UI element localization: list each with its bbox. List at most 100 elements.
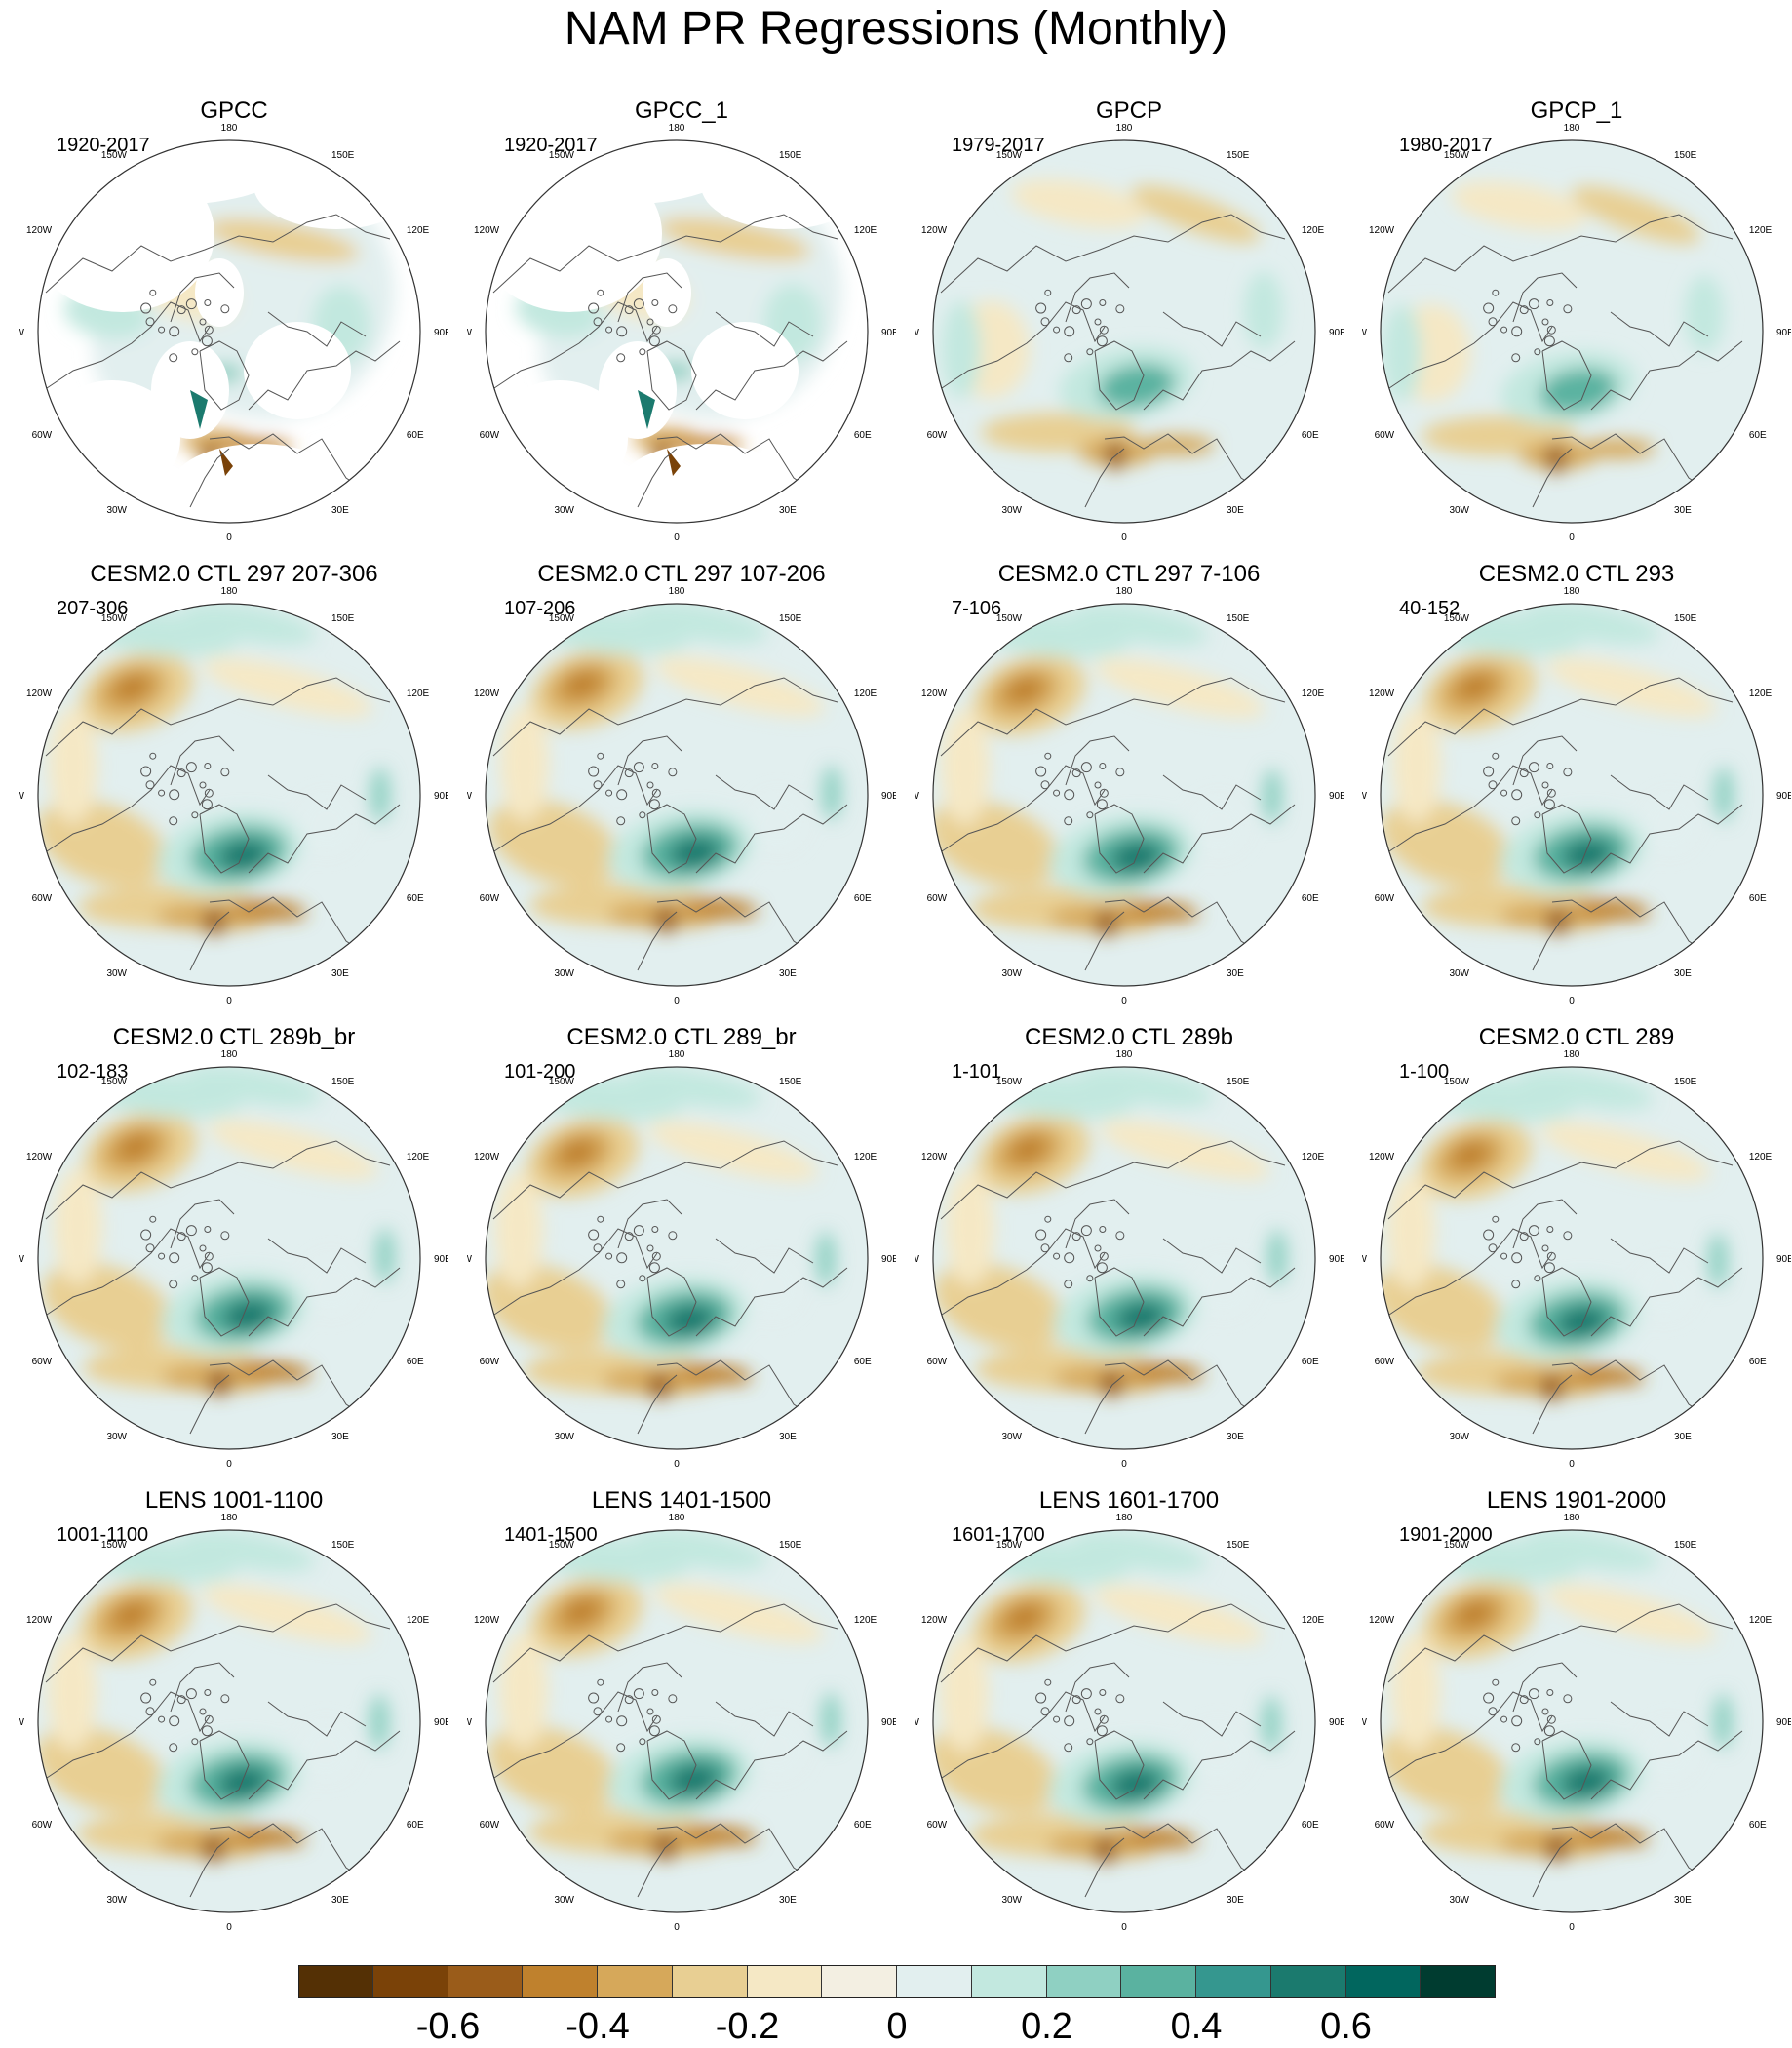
anomaly-region — [654, 656, 825, 717]
map-boundary — [37, 603, 421, 987]
lon-label-e150: 150E — [331, 150, 355, 161]
lon-label-e120: 120E — [854, 225, 877, 236]
map-boundary — [37, 1066, 421, 1450]
lon-label-w90: 90W — [19, 1717, 25, 1728]
lon-label-top: 180 — [1116, 123, 1133, 134]
lon-label-e150: 150E — [1674, 150, 1697, 161]
lon-label-e150: 150E — [331, 1077, 355, 1087]
lon-label-top: 180 — [221, 1513, 238, 1523]
panel-year-range: 101-200 — [504, 1061, 576, 1083]
coastline — [938, 1228, 1106, 1318]
colorbar-swatch — [1121, 1965, 1196, 1998]
colorbar-swatch — [672, 1965, 748, 1998]
lon-label-e120: 120E — [1302, 689, 1325, 699]
anomaly-region — [1100, 1370, 1123, 1398]
map-boundary — [932, 603, 1316, 987]
map-boundary — [932, 1529, 1316, 1913]
anomaly-region — [1566, 1364, 1645, 1386]
polar-map: 0 30W 60W 90W 120W 150W 180 150E 120E 90E 60E 30E — [19, 586, 448, 1006]
colorbar-tick-label: -0.2 — [715, 2006, 780, 2047]
lon-label-bottom: 0 — [1569, 1459, 1575, 1470]
lon-label-e30: 30E — [779, 505, 797, 516]
anomaly-region — [626, 1067, 761, 1110]
anomaly-region — [229, 899, 307, 921]
panel-year-range: 1401-1500 — [504, 1524, 598, 1546]
lon-label-e30: 30E — [1227, 968, 1244, 979]
coastline — [1143, 340, 1296, 411]
coastline — [1532, 448, 1573, 508]
anomaly-region — [49, 707, 97, 824]
coastline — [646, 340, 697, 411]
lon-label-w60: 60W — [480, 430, 500, 441]
coastline — [1065, 272, 1130, 323]
lon-label-w90: 90W — [467, 1254, 473, 1265]
anomaly-region — [375, 1228, 395, 1283]
lon-label-top: 180 — [1564, 123, 1580, 134]
lon-label-w120: 120W — [921, 225, 948, 236]
lon-label-w30: 30W — [106, 1895, 127, 1906]
lon-label-e30: 30E — [1227, 1895, 1244, 1906]
polar-map: 0 30W 60W 90W 120W 150W 180 150E 120E 90E 60E 30E — [915, 1513, 1344, 1933]
anomaly-region — [816, 1232, 836, 1286]
anomaly-region — [680, 1825, 758, 1846]
coastlines — [43, 214, 401, 508]
lon-label-top: 180 — [221, 1049, 238, 1060]
map-panel: 0 30W 60W 90W 120W 150W 180 150E 120E 90E 60E 30E LE… — [467, 1477, 896, 1936]
coastline — [1385, 301, 1553, 391]
anomaly-region — [1095, 909, 1118, 937]
coastline — [656, 433, 824, 498]
panel-year-range: 1980-2017 — [1399, 135, 1493, 156]
lon-label-e120: 120E — [854, 1152, 877, 1162]
figure-title: NAM PR Regressions (Monthly) — [564, 3, 1228, 55]
lon-label-e60: 60E — [1749, 1820, 1767, 1831]
coastline — [1551, 1823, 1719, 1888]
lon-label-e90: 90E — [1776, 1254, 1791, 1265]
anomaly-region — [1100, 1121, 1270, 1180]
lon-label-w30: 30W — [1001, 968, 1022, 979]
coastlines — [1385, 1603, 1743, 1898]
lon-label-w150: 150W — [1444, 613, 1470, 624]
map-boundary — [485, 1529, 869, 1913]
lon-label-e30: 30E — [331, 968, 349, 979]
coastline — [695, 804, 848, 874]
coastlines — [490, 1140, 848, 1435]
anomaly-region — [1071, 1530, 1207, 1573]
map-boundary — [1380, 603, 1764, 987]
lon-label-w120: 120W — [1369, 1152, 1395, 1162]
coastline — [617, 272, 682, 323]
anomaly-region — [500, 705, 549, 822]
panel-year-range: 1901-2000 — [1399, 1524, 1493, 1546]
lon-label-w60: 60W — [1375, 430, 1395, 441]
anomaly-region — [1244, 271, 1283, 350]
lon-label-bottom: 0 — [674, 1922, 680, 1933]
lon-label-e60: 60E — [1302, 1357, 1319, 1367]
panel-year-range: 40-152 — [1399, 598, 1461, 619]
lon-label-w150: 150W — [996, 1540, 1023, 1551]
lon-label-w90: 90W — [1362, 791, 1368, 802]
anomaly-region — [1005, 676, 1044, 704]
coastline — [248, 1730, 401, 1800]
lon-label-e60: 60E — [407, 430, 424, 441]
map-panel: 0 30W 60W 90W 120W 150W 180 150E 120E 90E 60E 30E CE… — [915, 1014, 1344, 1473]
polar-map: 0 30W 60W 90W 120W 150W 180 150E 120E 90E 60E 30E — [467, 586, 896, 1006]
coastline — [1104, 1359, 1271, 1425]
lon-label-e60: 60E — [1302, 430, 1319, 441]
anomaly-region — [1392, 706, 1441, 824]
lon-label-e90: 90E — [881, 328, 896, 338]
coastline — [209, 1359, 376, 1425]
anomaly-region — [1546, 443, 1566, 474]
panel-title: LENS 1901-2000 — [1486, 1487, 1667, 1514]
anomaly-region — [1562, 838, 1613, 871]
anomaly-region — [111, 1600, 150, 1629]
colorbar-tick-label: 0.6 — [1320, 2006, 1372, 2047]
anomaly-region — [748, 1719, 806, 1779]
lon-label-top: 180 — [1116, 1513, 1133, 1523]
anomaly-region — [1640, 1721, 1698, 1780]
coastline — [1094, 804, 1145, 874]
anomaly-region — [559, 1138, 597, 1166]
coastline — [1143, 1730, 1296, 1800]
colorbar-tick-label: -0.4 — [565, 2006, 630, 2047]
lon-label-w150: 150W — [549, 613, 575, 624]
coastline — [938, 301, 1106, 391]
lon-label-w60: 60W — [927, 893, 948, 904]
